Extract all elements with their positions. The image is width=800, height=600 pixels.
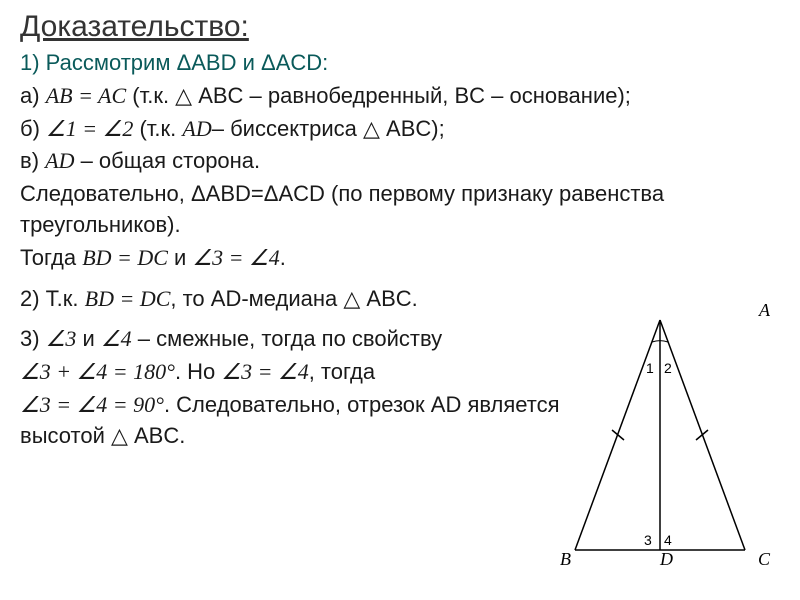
c-math: AD bbox=[45, 148, 74, 173]
angle-3-label: 3 bbox=[644, 532, 652, 548]
step3-prefix: 3) bbox=[20, 326, 46, 351]
step3-but: . Но bbox=[175, 359, 221, 384]
a-math: AB = AC bbox=[46, 83, 126, 108]
step3-eq2: ∠3 = ∠4 bbox=[221, 359, 308, 384]
step3-then: , тогда bbox=[309, 359, 375, 384]
vertex-b-label: B bbox=[560, 549, 571, 570]
a-prefix: а) bbox=[20, 83, 46, 108]
step-3-line1: 3) ∠3 и ∠4 – смежные, тогда по свойству bbox=[20, 324, 580, 355]
step2-text: , то AD-медиана △ ABC. bbox=[170, 286, 417, 311]
a-text: (т.к. △ ABC – равнобедренный, BC – основ… bbox=[126, 83, 631, 108]
then-prefix: Тогда bbox=[20, 245, 82, 270]
step2-prefix: 2) Т.к. bbox=[20, 286, 85, 311]
step3-eq1: ∠3 + ∠4 = 180° bbox=[20, 359, 175, 384]
step3-m2: ∠4 bbox=[101, 326, 132, 351]
proof-title: Доказательство: bbox=[20, 10, 780, 44]
vertex-d-label: D bbox=[660, 549, 673, 570]
step-3-line3: ∠3 = ∠4 = 90°. Следовательно, отрезок AD… bbox=[20, 390, 580, 452]
then-math1: BD = DC bbox=[82, 245, 168, 270]
vertex-a-label: A bbox=[759, 300, 770, 321]
step3-eq3: ∠3 = ∠4 = 90° bbox=[20, 392, 164, 417]
vertex-c-label: C bbox=[758, 549, 770, 570]
then-math2: ∠3 = ∠4 bbox=[192, 245, 279, 270]
conclusion-1: Следовательно, ΔABD=ΔACD (по первому при… bbox=[20, 179, 780, 241]
angle-2-label: 2 bbox=[664, 360, 672, 376]
step-3-line2: ∠3 + ∠4 = 180°. Но ∠3 = ∠4, тогда bbox=[20, 357, 580, 388]
step3-m1: ∠3 bbox=[46, 326, 77, 351]
step-1c: в) AD – общая сторона. bbox=[20, 146, 780, 177]
c-prefix: в) bbox=[20, 148, 45, 173]
then-line: Тогда BD = DC и ∠3 = ∠4. bbox=[20, 243, 780, 274]
b-math: ∠1 = ∠2 bbox=[46, 116, 133, 141]
step-1-intro: 1) Рассмотрим ΔABD и ΔACD: bbox=[20, 48, 780, 79]
b-text2: – биссектриса △ ABC); bbox=[212, 116, 445, 141]
b-prefix: б) bbox=[20, 116, 46, 141]
then-dot: . bbox=[280, 245, 286, 270]
step-1a: а) AB = AC (т.к. △ ABC – равнобедренный,… bbox=[20, 81, 780, 112]
angle-1-label: 1 bbox=[646, 360, 654, 376]
angle-4-label: 4 bbox=[664, 532, 672, 548]
step3-text: – смежные, тогда по свойству bbox=[132, 326, 443, 351]
step3-and: и bbox=[76, 326, 101, 351]
triangle-svg bbox=[560, 300, 770, 570]
then-and: и bbox=[168, 245, 193, 270]
b-text1: (т.к. bbox=[133, 116, 182, 141]
step2-math: BD = DC bbox=[85, 286, 171, 311]
triangle-figure: A B C D 1 2 3 4 bbox=[560, 300, 770, 570]
c-text: – общая сторона. bbox=[74, 148, 260, 173]
b-math2: AD bbox=[182, 116, 211, 141]
step-1b: б) ∠1 = ∠2 (т.к. AD– биссектриса △ ABC); bbox=[20, 114, 780, 145]
